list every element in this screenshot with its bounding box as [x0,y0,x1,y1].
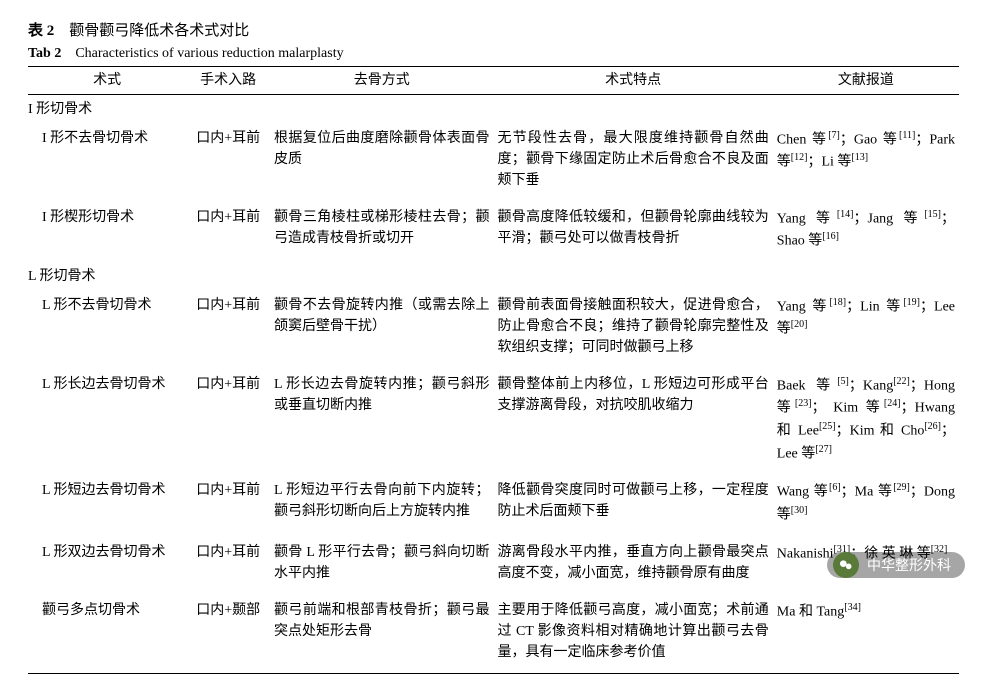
table-row: L 形短边去骨切骨术口内+耳前L 形短边平行去骨向前下内旋转；颧弓斜形切断向后上… [28,474,959,535]
cell-refs: Chen 等[7]；Gao 等[11]；Park 等[12]；Li 等[13] [773,122,959,201]
cell-technique: L 形短边去骨切骨术 [28,474,186,535]
table-row: I 形楔形切骨术口内+耳前颧骨三角棱柱或梯形棱柱去骨；颧弓造成青枝骨折或切开颧骨… [28,201,959,262]
cell-features: 降低颧骨突度同时可做颧弓上移，一定程度防止术后面颊下垂 [493,474,772,535]
cell-method: 颧骨 L 形平行去骨；颧弓斜向切断水平内推 [270,536,493,594]
cell-approach: 口内+耳前 [186,201,270,262]
cell-approach: 口内+颞部 [186,594,270,674]
cell-refs: Yang 等[14]；Jang 等[15]；Shao 等[16] [773,201,959,262]
cell-features: 颧骨高度降低较缓和，但颧骨轮廓曲线较为平滑；颧弓处可以做青枝骨折 [493,201,772,262]
watermark-text: 中华整形外科 [867,558,951,572]
caption-cn-label: 表 2 [28,23,54,39]
section-heading-row: L 形切骨术 [28,262,959,289]
column-header-refs: 文献报道 [773,66,959,94]
cell-method: 颧骨不去骨旋转内推（或需去除上颌窦后壁骨干扰） [270,289,493,368]
cell-method: 颧骨三角棱柱或梯形棱柱去骨；颧弓造成青枝骨折或切开 [270,201,493,262]
cell-refs: Yang 等[18]；Lin 等[19]；Lee 等[20] [773,289,959,368]
watermark-badge: 中华整形外科 [827,552,965,578]
cell-method: 颧弓前端和根部青枝骨折；颧弓最突点处矩形去骨 [270,594,493,674]
caption-cn-text: 颧骨颧弓降低术各术式对比 [69,23,249,39]
cell-method: L 形长边去骨旋转内推；颧弓斜形或垂直切断内推 [270,368,493,475]
cell-technique: L 形长边去骨切骨术 [28,368,186,475]
section-heading: L 形切骨术 [28,262,959,289]
wechat-icon [833,552,859,578]
caption-en-text: Characteristics of various reduction mal… [75,46,343,61]
column-header-method: 去骨方式 [270,66,493,94]
section-heading-row: I 形切骨术 [28,94,959,122]
cell-technique: 颧弓多点切骨术 [28,594,186,674]
table-row: L 形长边去骨切骨术口内+耳前L 形长边去骨旋转内推；颧弓斜形或垂直切断内推颧骨… [28,368,959,475]
column-header-technique: 术式 [28,66,186,94]
cell-features: 游离骨段水平内推，垂直方向上颧骨最突点高度不变，减小面宽，维持颧骨原有曲度 [493,536,772,594]
table-row: I 形不去骨切骨术口内+耳前根据复位后曲度磨除颧骨体表面骨皮质无节段性去骨，最大… [28,122,959,201]
cell-method: 根据复位后曲度磨除颧骨体表面骨皮质 [270,122,493,201]
cell-approach: 口内+耳前 [186,474,270,535]
caption-en-label: Tab 2 [28,46,61,61]
cell-refs: Ma 和 Tang[34] [773,594,959,674]
cell-refs: Wang 等[6]；Ma 等[29]；Dong 等[30] [773,474,959,535]
table-row: L 形双边去骨切骨术口内+耳前颧骨 L 形平行去骨；颧弓斜向切断水平内推游离骨段… [28,536,959,594]
cell-method: L 形短边平行去骨向前下内旋转；颧弓斜形切断向后上方旋转内推 [270,474,493,535]
cell-approach: 口内+耳前 [186,122,270,201]
cell-technique: L 形双边去骨切骨术 [28,536,186,594]
cell-features: 颧骨整体前上内移位，L 形短边可形成平台支撑游离骨段，对抗咬肌收缩力 [493,368,772,475]
cell-features: 无节段性去骨，最大限度维持颧骨自然曲度；颧骨下缘固定防止术后骨愈合不良及面颊下垂 [493,122,772,201]
cell-refs: Baek 等[5]；Kang[22]；Hong 等[23]； Kim 等[24]… [773,368,959,475]
table-row: L 形不去骨切骨术口内+耳前颧骨不去骨旋转内推（或需去除上颌窦后壁骨干扰）颧骨前… [28,289,959,368]
caption-english: Tab 2 Characteristics of various reducti… [28,43,959,64]
cell-approach: 口内+耳前 [186,536,270,594]
cell-technique: I 形楔形切骨术 [28,201,186,262]
table-caption: 表 2 颧骨颧弓降低术各术式对比 Tab 2 Characteristics o… [28,20,959,64]
cell-approach: 口内+耳前 [186,289,270,368]
comparison-table: 术式手术入路去骨方式术式特点文献报道 I 形切骨术I 形不去骨切骨术口内+耳前根… [28,66,959,674]
column-header-approach: 手术入路 [186,66,270,94]
table-header-row: 术式手术入路去骨方式术式特点文献报道 [28,66,959,94]
section-heading: I 形切骨术 [28,94,959,122]
table-row: 颧弓多点切骨术口内+颞部颧弓前端和根部青枝骨折；颧弓最突点处矩形去骨主要用于降低… [28,594,959,674]
cell-features: 颧骨前表面骨接触面积较大，促进骨愈合，防止骨愈合不良；维持了颧骨轮廓完整性及软组… [493,289,772,368]
cell-technique: I 形不去骨切骨术 [28,122,186,201]
cell-features: 主要用于降低颧弓高度，减小面宽；术前通过 CT 影像资料相对精确地计算出颧弓去骨… [493,594,772,674]
cell-approach: 口内+耳前 [186,368,270,475]
cell-technique: L 形不去骨切骨术 [28,289,186,368]
caption-chinese: 表 2 颧骨颧弓降低术各术式对比 [28,20,959,43]
column-header-features: 术式特点 [493,66,772,94]
